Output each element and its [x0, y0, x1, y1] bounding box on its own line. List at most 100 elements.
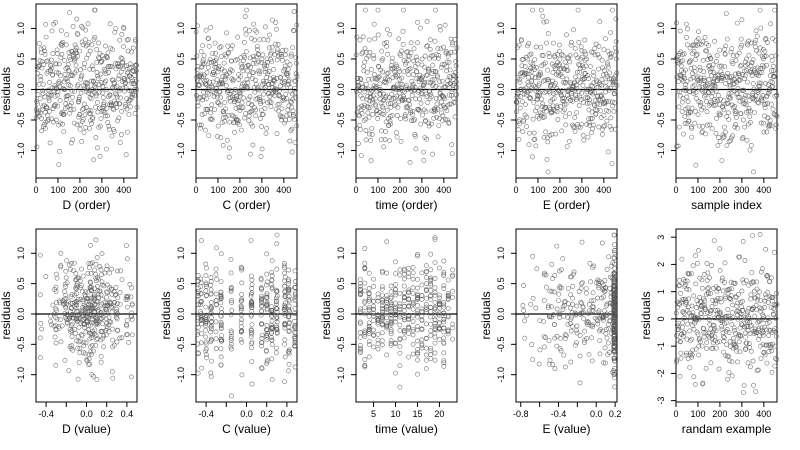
data-point: [415, 351, 420, 357]
data-point: [249, 285, 255, 291]
data-point: [603, 71, 609, 77]
data-point: [751, 169, 756, 175]
data-point: [741, 390, 746, 395]
data-point: [264, 251, 269, 257]
data-point: [768, 101, 774, 107]
data-point: [715, 285, 721, 291]
data-point: [677, 89, 683, 94]
data-point: [249, 108, 255, 114]
y-tick-label: -1.0: [176, 367, 186, 383]
data-point: [579, 281, 584, 286]
data-point: [119, 277, 125, 282]
data-point: [563, 122, 569, 128]
data-point: [686, 118, 692, 124]
data-point: [692, 43, 698, 49]
data-point: [401, 308, 407, 313]
data-point: [691, 42, 696, 48]
data-point: [125, 37, 131, 42]
data-point: [742, 258, 748, 263]
data-point: [201, 53, 207, 59]
data-point: [614, 49, 619, 55]
data-point: [441, 269, 447, 275]
data-point: [387, 118, 393, 124]
data-point: [258, 285, 264, 291]
data-point: [255, 51, 261, 57]
data-point: [105, 290, 110, 295]
data-point: [125, 256, 130, 262]
data-point: [517, 105, 523, 111]
data-point: [276, 101, 282, 107]
data-point: [441, 335, 447, 341]
data-point: [439, 78, 445, 84]
data-point: [83, 37, 88, 43]
data-point: [454, 92, 459, 97]
data-point: [597, 351, 603, 357]
data-point: [565, 68, 571, 73]
data-point: [406, 312, 412, 318]
data-point: [357, 330, 363, 335]
data-point: [773, 356, 778, 361]
data-point: [38, 355, 43, 361]
data-point: [601, 288, 607, 294]
data-point: [420, 112, 425, 118]
data-point: [724, 143, 730, 148]
data-point: [765, 274, 771, 280]
data-point: [357, 350, 363, 355]
data-point: [287, 111, 292, 117]
data-point: [592, 46, 598, 51]
data-point: [613, 39, 619, 44]
data-point: [285, 287, 291, 293]
data-point: [533, 143, 539, 149]
data-point: [266, 45, 272, 51]
data-point: [89, 335, 95, 340]
data-point: [714, 53, 720, 58]
data-point: [62, 71, 68, 77]
data-point: [259, 365, 264, 371]
data-point: [545, 31, 551, 37]
data-point: [709, 345, 714, 351]
data-point: [762, 305, 767, 310]
data-point: [113, 26, 119, 31]
data-point: [357, 277, 363, 282]
data-point: [684, 336, 690, 342]
data-point: [584, 290, 589, 296]
data-point: [48, 63, 54, 68]
data-point: [410, 319, 416, 324]
data-point: [353, 89, 359, 94]
data-point: [194, 67, 200, 72]
data-point: [454, 85, 460, 90]
data-point: [286, 319, 292, 325]
data-point: [109, 266, 114, 272]
data-point: [441, 84, 447, 90]
data-point: [64, 76, 70, 81]
data-point: [50, 106, 56, 111]
data-point: [611, 287, 617, 293]
data-point: [397, 336, 403, 341]
data-point: [586, 100, 592, 106]
data-point: [679, 297, 685, 302]
data-point: [576, 289, 582, 294]
data-point: [96, 40, 101, 46]
data-point: [237, 91, 243, 97]
data-point: [362, 266, 368, 272]
data-point: [444, 59, 450, 65]
data-point: [426, 120, 432, 126]
data-point: [252, 89, 258, 95]
data-point: [599, 57, 605, 63]
data-point: [587, 260, 593, 266]
data-point: [84, 319, 90, 325]
data-point: [269, 59, 275, 65]
data-point: [379, 342, 385, 348]
data-point: [218, 306, 224, 312]
data-point: [414, 57, 420, 63]
data-point: [255, 47, 260, 52]
data-point: [111, 107, 117, 113]
data-point: [685, 42, 690, 48]
data-point: [198, 308, 203, 314]
data-point: [273, 345, 279, 351]
data-point: [371, 71, 377, 77]
data-point: [428, 94, 434, 100]
data-point: [273, 20, 279, 25]
data-point: [741, 314, 746, 320]
data-point: [546, 77, 551, 83]
